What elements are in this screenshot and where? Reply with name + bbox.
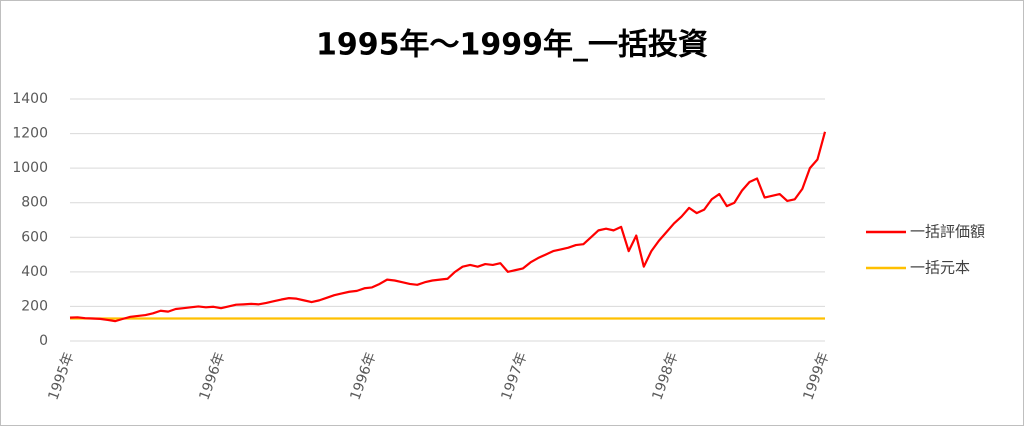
- y-tick-label: 200: [21, 298, 48, 314]
- chart-title: 1995年～1999年_一括投資: [316, 28, 708, 63]
- y-tick-label: 400: [21, 264, 48, 280]
- legend-label: 一括元本: [910, 259, 970, 277]
- y-tick-label: 1400: [12, 91, 48, 107]
- y-tick-label: 1200: [12, 126, 48, 142]
- y-tick-label: 800: [21, 195, 48, 211]
- y-tick-label: 0: [39, 333, 48, 349]
- y-tick-label: 1000: [12, 160, 48, 176]
- line-series: [69, 131, 827, 323]
- y-tick-label: 600: [21, 229, 48, 245]
- legend-label: 一括評価額: [910, 223, 985, 241]
